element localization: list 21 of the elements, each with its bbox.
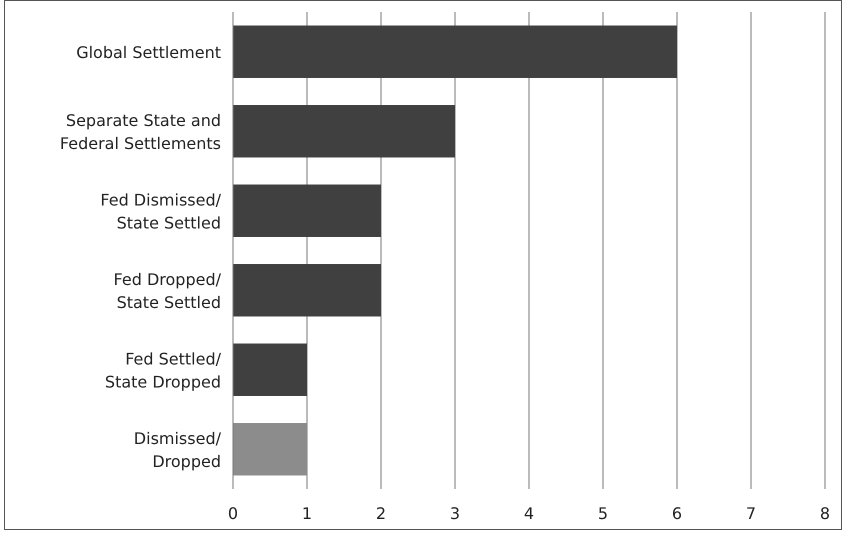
bar	[233, 423, 307, 476]
x-tick-label: 0	[228, 504, 238, 523]
bar	[233, 26, 677, 78]
x-tick-label: 8	[820, 504, 830, 523]
y-tick-label: Fed Settled/ State Dropped	[104, 349, 222, 392]
x-tick-label: 6	[672, 504, 682, 523]
y-tick-label: Dismissed/ Dropped	[134, 428, 222, 471]
x-tick-label: 4	[524, 504, 534, 523]
bar	[233, 344, 307, 396]
x-tick-label: 2	[376, 504, 386, 523]
bar	[233, 264, 381, 316]
x-tick-label: 5	[598, 504, 608, 523]
x-tick-label: 7	[746, 504, 756, 523]
bar	[233, 184, 381, 237]
x-tick-label: 3	[450, 504, 460, 523]
y-tick-label: Global Settlement	[76, 42, 221, 62]
x-tick-label: 1	[302, 504, 312, 523]
y-tick-label: Separate State and Federal Settlements	[60, 110, 221, 153]
y-tick-label: Fed Dismissed/ State Settled	[100, 190, 222, 232]
y-tick-label: Fed Dropped/ State Settled	[114, 270, 222, 312]
bar	[233, 105, 455, 158]
